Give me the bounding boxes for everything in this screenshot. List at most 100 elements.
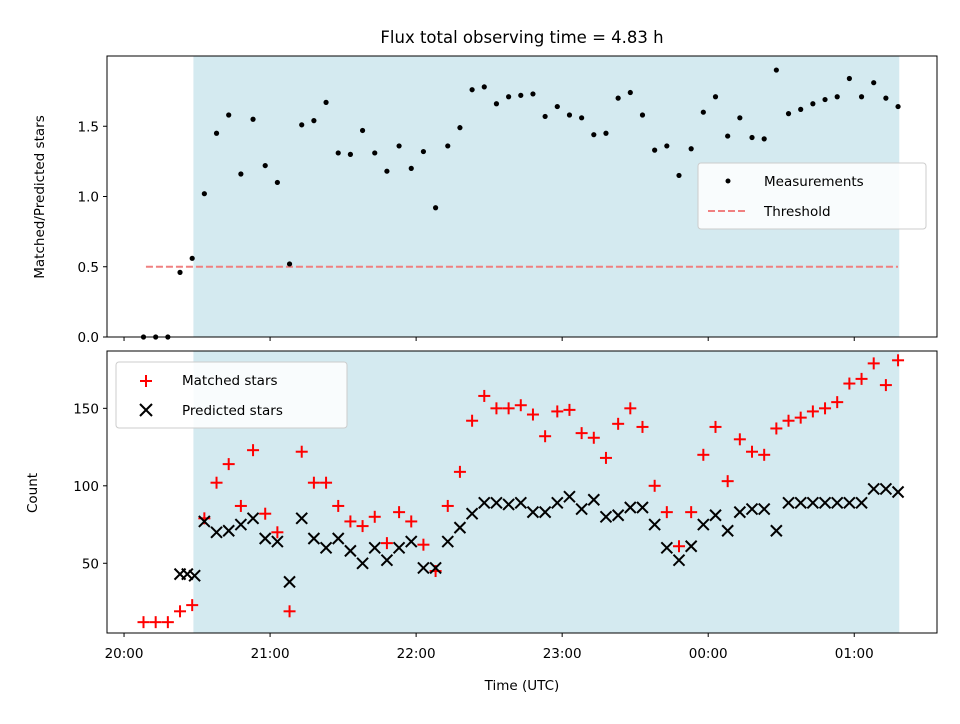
top-series-0-point (725, 133, 731, 139)
bottom-series-1-point (757, 502, 771, 516)
bottom-series-0-point (685, 506, 698, 519)
bottom-series-1-point (782, 496, 795, 510)
top-series-0-point (895, 103, 901, 110)
bottom-y-tick-label: 100 (73, 479, 99, 495)
top-series-0-point (530, 91, 536, 97)
bottom-series-1-point (648, 518, 661, 531)
top-y-tick-label: 0.5 (78, 260, 99, 276)
top-series-0-point (858, 94, 865, 100)
bottom-series-1-point (181, 567, 194, 581)
bottom-series-1-point (879, 482, 893, 496)
bottom-series-1-point (611, 509, 625, 522)
top-panel: 0.0 0.5 1.0 1.5 Matched/Predicted stars Mea… (32, 55, 938, 346)
top-series-0-point (177, 269, 183, 275)
bottom-series-0-point (186, 599, 199, 612)
bottom-series-0-point (879, 379, 892, 392)
bottom-series-0-point (247, 444, 260, 457)
bottom-series-0-point (624, 402, 637, 415)
top-series-0-point (615, 95, 621, 101)
bottom-series-0-point (660, 506, 673, 519)
top-series-0-point (323, 99, 329, 105)
bottom-series-1-point (307, 532, 321, 545)
legend-measurements-marker (725, 178, 731, 184)
bottom-series-0-point (393, 506, 406, 519)
top-y-tick-label: 1.5 (78, 119, 99, 135)
bottom-series-0-point (332, 499, 345, 512)
bottom-series-1-point (624, 501, 637, 514)
bottom-series-0-point (271, 526, 284, 539)
bottom-series-0-point (405, 515, 418, 528)
top-series-0-point (408, 165, 414, 171)
bottom-series-1-point (502, 498, 515, 511)
bottom-series-0-point (563, 403, 576, 416)
bottom-series-1-point (405, 535, 418, 548)
bottom-series-1-point (222, 524, 235, 537)
bottom-series-0-point (855, 372, 868, 385)
top-series-0-point (384, 168, 390, 174)
bottom-series-0-point (453, 465, 466, 478)
top-series-0-point (335, 150, 341, 156)
bottom-series-1-point (417, 561, 430, 575)
x-tick-label: 01:00 (835, 646, 874, 662)
top-series-0-point (712, 94, 719, 100)
bottom-series-0-point (612, 417, 625, 430)
bottom-series-1-point (344, 544, 357, 558)
bottom-series-1-point (709, 509, 722, 522)
bottom-series-0-point (356, 520, 369, 533)
bottom-series-1-point (891, 485, 905, 499)
top-series-0-point (737, 115, 743, 121)
bottom-series-0-point (819, 402, 832, 415)
top-series-0-point (274, 179, 280, 186)
x-axis-label: Time (UTC) (484, 678, 560, 694)
top-series-0-point (250, 116, 256, 122)
bottom-series-1-point (283, 575, 296, 589)
top-series-0-point (469, 87, 475, 93)
top-series-0-point (201, 191, 207, 197)
bottom-series-0-point (806, 405, 819, 418)
top-series-0-point (445, 143, 451, 149)
top-series-0-point (506, 94, 512, 100)
top-series-0-point (627, 89, 633, 96)
top-series-0-point (432, 205, 439, 211)
bottom-series-1-point (210, 526, 223, 539)
bottom-series-1-point (478, 496, 491, 510)
chart-title: Flux total observing time = 4.83 h (380, 28, 663, 47)
bottom-series-1-point (721, 524, 734, 537)
bottom-series-1-point (575, 502, 588, 516)
top-series-0-point (420, 148, 427, 155)
bottom-series-0-point (380, 537, 393, 550)
bottom-series-1-point (636, 501, 649, 514)
top-series-0-point (639, 112, 646, 118)
bottom-series-0-point (721, 475, 734, 488)
bottom-series-0-point (892, 354, 905, 367)
top-series-0-point (688, 146, 694, 152)
top-series-0-point (518, 92, 524, 98)
bottom-series-1-point (271, 535, 284, 548)
bottom-series-1-point (259, 532, 272, 545)
bottom-series-0-point (210, 476, 223, 489)
bottom-series-0-point (234, 499, 247, 512)
bottom-series-0-point (794, 411, 807, 424)
bottom-series-0-point (770, 422, 783, 435)
bottom-series-1-point (246, 512, 260, 525)
bottom-series-1-point (319, 541, 333, 554)
top-y-tick-label: 0.0 (78, 330, 99, 346)
bottom-panel: 50 100 150 20:00 21:00 22:00 23:00 00:00 01:00 C… (25, 350, 938, 662)
top-series-0-point (542, 113, 548, 120)
legend-measurements-label: Measurements (764, 174, 864, 190)
bottom-series-1-point (392, 541, 406, 554)
bottom-series-0-point (441, 499, 454, 512)
top-series-0-point (457, 125, 463, 131)
top-y-tick-label: 1.0 (78, 190, 99, 206)
top-series-0-point (603, 130, 609, 136)
top-series-0-point (700, 109, 706, 115)
top-series-0-point (262, 162, 268, 169)
top-series-0-point (761, 136, 767, 142)
bottom-series-0-point (587, 431, 600, 444)
bottom-series-0-point (161, 616, 174, 629)
legend-predicted-marker (139, 403, 153, 417)
bottom-series-0-point (295, 445, 308, 458)
bottom-series-0-point (174, 605, 187, 618)
top-series-0-point (822, 96, 828, 103)
